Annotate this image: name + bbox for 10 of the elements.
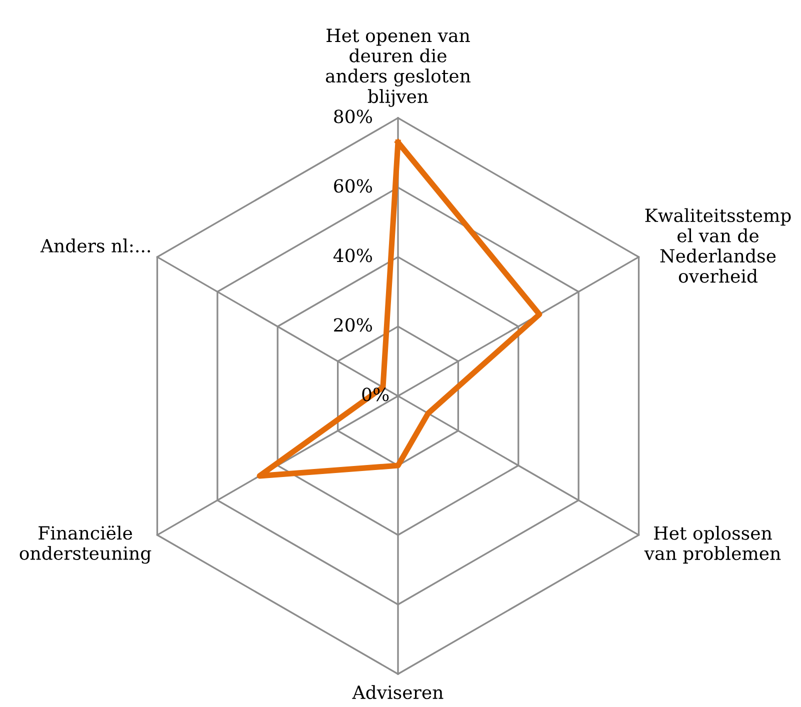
spoke-label: Het openen van deuren die anders gesloten blijven bbox=[326, 28, 470, 107]
y-tick-label: 40% bbox=[333, 248, 372, 262]
spoke-label: Kwaliteitsstemp el van de Nederlandse overheid bbox=[645, 208, 791, 283]
y-tick-label: 80% bbox=[334, 110, 372, 124]
spoke-label: Het oplossen van problemen bbox=[644, 526, 781, 564]
spoke-label: Anders nl:... bbox=[40, 238, 150, 253]
spoke-label: Financiële ondersteuning bbox=[20, 526, 152, 564]
y-tick-label: 20% bbox=[334, 318, 372, 332]
spoke-label: Adviseren bbox=[352, 685, 444, 700]
y-tick-label: 60% bbox=[334, 179, 372, 193]
